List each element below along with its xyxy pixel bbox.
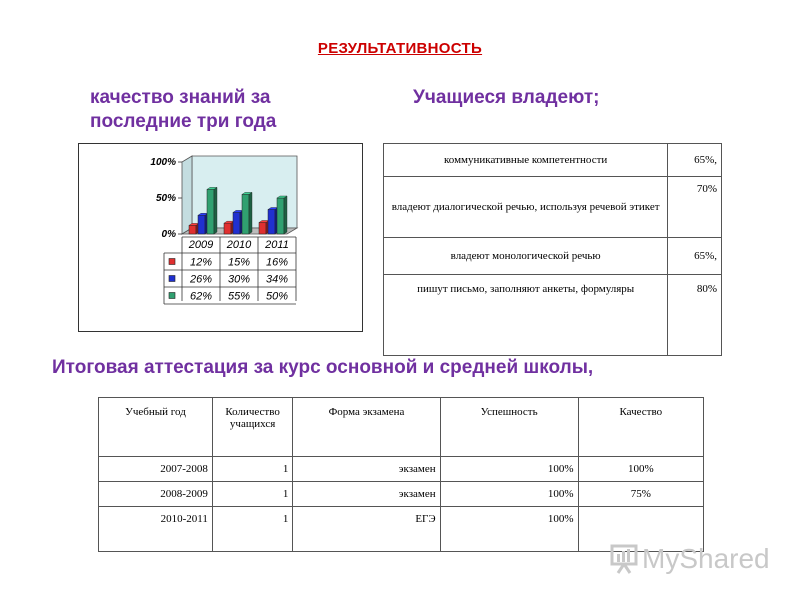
- exam-results-table: Учебный год Количество учащихся Форма эк…: [98, 397, 705, 552]
- bar: [197, 215, 206, 235]
- competency-value: 65%,: [667, 237, 722, 275]
- competency-text: коммуникативные компетентности: [382, 143, 669, 177]
- competency-row: пишут письмо, заполняют анкеты, формуляр…: [382, 274, 722, 356]
- cell-count: 1: [211, 456, 294, 482]
- bar: [232, 212, 241, 235]
- competency-text: пишут письмо, заполняют анкеты, формуляр…: [382, 274, 669, 356]
- bar-side: [248, 192, 253, 235]
- bar: [223, 222, 232, 235]
- chart-side-wall: [181, 155, 193, 235]
- data-label: 55%: [228, 291, 250, 303]
- page-title: РЕЗУЛЬТАТИВНОСТЬ: [317, 40, 483, 57]
- cell-year: 2010-2011: [98, 506, 213, 552]
- cell-year: 2007-2008: [98, 456, 213, 482]
- cell-exam-form: экзамен: [292, 481, 441, 507]
- y-tick-label: 0%: [162, 229, 177, 240]
- x-tick-label: 2010: [226, 239, 252, 251]
- header-year: Учебный год: [98, 397, 213, 457]
- competency-value: 65%,: [667, 143, 722, 177]
- legend-swatch: [168, 258, 176, 265]
- y-tick-label: 50%: [156, 193, 176, 204]
- competency-row: владеют монологической речью 65%,: [382, 237, 722, 275]
- chart-svg: 0% 50% 100% 2009 2010 2011 12% 15% 16% 26% 30% 34% 6…: [150, 155, 299, 305]
- competency-value: 70%: [667, 176, 722, 238]
- legend-swatch: [168, 292, 176, 299]
- cell-exam-form: экзамен: [292, 456, 441, 482]
- data-label: 34%: [266, 274, 288, 286]
- competency-text: владеют монологической речью: [382, 237, 669, 275]
- bar-side: [213, 186, 218, 235]
- data-label: 62%: [190, 291, 212, 303]
- header-success: Успешность: [439, 397, 579, 457]
- y-tick-label: 100%: [150, 157, 176, 168]
- knowledge-quality-heading: качество знаний за последние три года: [90, 87, 277, 132]
- table-row: 2008-2009 1 экзамен 100% 75%: [98, 481, 705, 507]
- bar: [276, 197, 285, 235]
- data-label: 16%: [266, 257, 288, 269]
- myshared-logo: MyShared: [608, 540, 773, 574]
- cell-exam-form: ЕГЭ: [292, 506, 441, 552]
- table-row: 2010-2011 1 ЕГЭ 100%: [98, 506, 705, 552]
- bar: [188, 225, 197, 235]
- data-label: 30%: [228, 274, 250, 286]
- cell-year: 2008-2009: [98, 481, 213, 507]
- table-header-row: Учебный год Количество учащихся Форма эк…: [98, 397, 705, 457]
- data-label: 15%: [228, 257, 250, 269]
- bar-top: [241, 192, 253, 195]
- header-exam-form: Форма экзамена: [292, 397, 441, 457]
- competency-value: 80%: [667, 274, 722, 356]
- cell-count: 1: [211, 481, 294, 507]
- cell-success: 100%: [439, 456, 579, 482]
- bar: [241, 194, 250, 235]
- x-tick-label: 2009: [188, 239, 213, 251]
- competency-text: владеют диалогической речью, используя р…: [382, 176, 669, 238]
- bar-side: [283, 195, 288, 235]
- cell-quality: 75%: [577, 481, 705, 507]
- logo-text: MyShared: [642, 543, 770, 574]
- data-label: 26%: [189, 274, 212, 286]
- competencies-table: коммуникативные компетентности 65%, влад…: [382, 143, 722, 356]
- knowledge-quality-chart: 0% 50% 100% 2009 2010 2011 12% 15% 16% 26% 30% 34% 6…: [78, 143, 363, 332]
- competency-row: коммуникативные компетентности 65%,: [382, 143, 722, 177]
- x-tick-label: 2011: [264, 239, 289, 251]
- bar: [258, 222, 267, 235]
- cell-count: 1: [211, 506, 294, 552]
- students-possess-heading: Учащиеся владеют;: [413, 87, 600, 108]
- competency-row: владеют диалогической речью, используя р…: [382, 176, 722, 238]
- presentation-board-icon: MyShared: [610, 543, 770, 574]
- bar: [267, 209, 276, 235]
- cell-success: 100%: [439, 481, 579, 507]
- header-quality: Качество: [577, 397, 705, 457]
- bar-top: [206, 187, 218, 190]
- bar-top: [276, 195, 288, 199]
- cell-quality: [577, 506, 705, 552]
- cell-success: 100%: [439, 506, 579, 552]
- table-row: 2007-2008 1 экзамен 100% 100%: [98, 456, 705, 482]
- data-label: 12%: [190, 257, 212, 269]
- header-count: Количество учащихся: [211, 397, 294, 457]
- final-attestation-heading: Итоговая аттестация за курс основной и с…: [52, 357, 594, 378]
- data-label: 50%: [266, 291, 288, 303]
- legend-swatch: [168, 275, 176, 282]
- bar: [206, 189, 215, 235]
- cell-quality: 100%: [577, 456, 705, 482]
